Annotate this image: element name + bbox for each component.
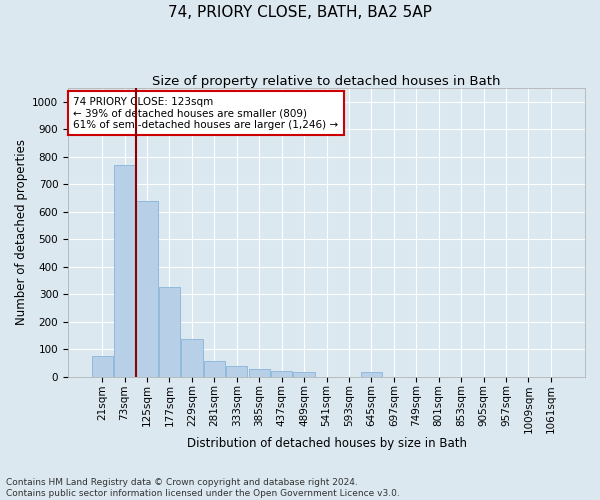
Bar [226, 366, 247, 376]
Bar [181, 340, 203, 376]
Bar [203, 362, 225, 376]
Bar [159, 288, 180, 376]
Text: Contains HM Land Registry data © Crown copyright and database right 2024.
Contai: Contains HM Land Registry data © Crown c… [6, 478, 400, 498]
Text: 74 PRIORY CLOSE: 123sqm
← 39% of detached houses are smaller (809)
61% of semi-d: 74 PRIORY CLOSE: 123sqm ← 39% of detache… [73, 96, 338, 130]
Bar [136, 200, 158, 376]
Bar [92, 356, 113, 376]
Bar [248, 369, 270, 376]
Title: Size of property relative to detached houses in Bath: Size of property relative to detached ho… [152, 75, 501, 88]
Bar [293, 372, 315, 376]
X-axis label: Distribution of detached houses by size in Bath: Distribution of detached houses by size … [187, 437, 467, 450]
Bar [361, 372, 382, 376]
Bar [271, 371, 292, 376]
Y-axis label: Number of detached properties: Number of detached properties [15, 140, 28, 326]
Text: 74, PRIORY CLOSE, BATH, BA2 5AP: 74, PRIORY CLOSE, BATH, BA2 5AP [168, 5, 432, 20]
Bar [114, 165, 135, 376]
